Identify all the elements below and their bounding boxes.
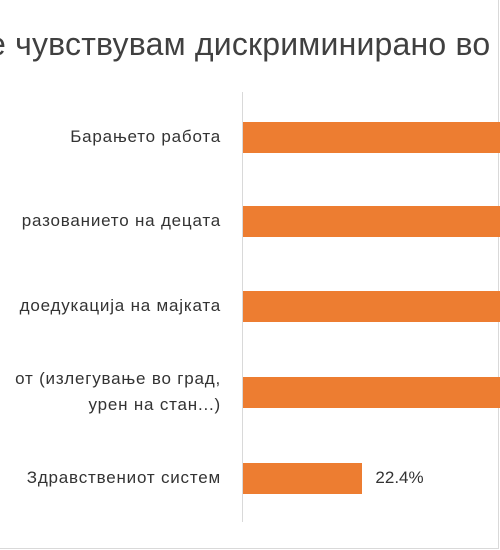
category-label: от (излегување во град, bbox=[15, 369, 221, 388]
category-label: Барањето работа bbox=[70, 127, 221, 146]
category-label: урен на стан...) bbox=[88, 395, 221, 414]
category-label: Здравствениот систем bbox=[26, 468, 221, 487]
data-label: 22.4% bbox=[375, 468, 424, 487]
chart-title: е чувствувам дискриминирано во bbox=[0, 26, 491, 62]
bar bbox=[243, 290, 500, 322]
category-label: доедукација на мајката bbox=[19, 296, 221, 315]
bar bbox=[243, 205, 500, 237]
category-axis-line bbox=[242, 92, 243, 522]
category-label: разованието на децата bbox=[21, 211, 221, 230]
bar bbox=[243, 462, 363, 494]
bar bbox=[243, 376, 500, 408]
bar bbox=[243, 121, 500, 153]
